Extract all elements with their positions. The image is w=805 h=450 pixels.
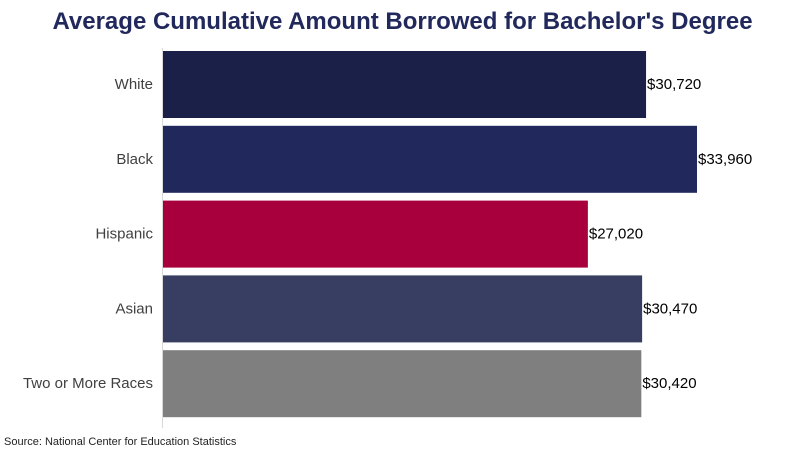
value-label-black: $33,960 (698, 151, 752, 168)
bar-asian (163, 275, 643, 343)
category-label-black: Black (116, 151, 153, 168)
bar-hispanic (163, 200, 588, 268)
value-label-two-or-more-races: $30,420 (642, 375, 696, 392)
category-label-hispanic: Hispanic (95, 226, 153, 243)
value-label-asian: $30,470 (643, 300, 697, 317)
category-label-white: White (115, 76, 153, 93)
value-label-white: $30,720 (647, 76, 701, 93)
value-label-hispanic: $27,020 (589, 226, 643, 243)
chart-title: Average Cumulative Amount Borrowed for B… (52, 8, 753, 35)
category-label-two-or-more-races: Two or More Races (23, 375, 153, 392)
category-label-asian: Asian (115, 300, 153, 317)
source-note: Source: National Center for Education St… (4, 436, 237, 448)
bars-group (163, 51, 697, 418)
bar-black (163, 125, 697, 193)
bar-white (163, 51, 647, 118)
labels-group: White $30,720 Black $33,960 Hispanic $27,020 A… (23, 76, 752, 392)
bar-two-or-more-races (163, 350, 642, 418)
